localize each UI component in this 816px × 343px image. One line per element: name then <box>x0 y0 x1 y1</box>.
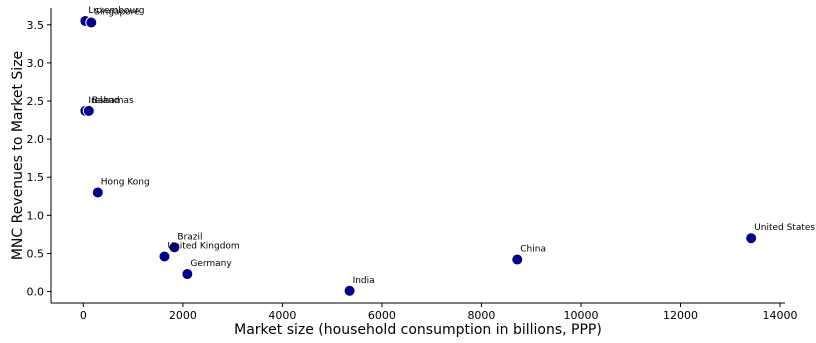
x-tick-label: 12000 <box>663 309 698 322</box>
x-tick-label: 4000 <box>268 309 296 322</box>
y-axis-ticks: 0.0 0.5 1.0 1.5 2.0 2.5 3.0 3.5 <box>27 19 51 299</box>
label-germany: Germany <box>190 259 232 269</box>
label-china: China <box>520 245 546 255</box>
label-hong-kong: Hong Kong <box>101 177 150 187</box>
y-axis-title: MNC Revenues to Market Size <box>10 51 26 260</box>
y-tick-label: 0.0 <box>27 286 45 299</box>
point-united-states <box>745 232 758 245</box>
label-luxembourg: Luxembourg <box>88 6 144 16</box>
point-china <box>511 253 524 266</box>
y-tick-label: 2.5 <box>27 95 45 108</box>
point-united-kingdom <box>158 250 171 263</box>
y-tick-label: 2.0 <box>27 133 45 146</box>
point-brazil <box>168 241 181 254</box>
label-united-kingdom: United Kingdom <box>167 242 239 252</box>
x-axis-title: Market size (household consumption in bi… <box>234 322 602 338</box>
x-axis-ticks: 0 2000 4000 6000 8000 10000 12000 14000 <box>80 303 798 322</box>
data-points <box>79 14 758 297</box>
x-tick-label: 6000 <box>368 309 396 322</box>
point-singapore <box>85 16 98 29</box>
label-singapore: Singapore <box>94 7 140 17</box>
label-ireland: Ireland <box>88 96 119 106</box>
point-india <box>343 284 356 297</box>
y-tick-label: 1.0 <box>27 209 45 222</box>
y-tick-label: 0.5 <box>27 247 45 260</box>
point-hong-kong <box>91 186 104 199</box>
y-tick-label: 1.5 <box>27 171 45 184</box>
y-tick-label: 3.5 <box>27 19 45 32</box>
label-bahamas: Bahamas <box>92 96 134 106</box>
label-united-states: United States <box>754 223 815 233</box>
label-india: India <box>353 276 375 286</box>
x-tick-label: 0 <box>80 309 87 322</box>
x-tick-label: 10000 <box>563 309 598 322</box>
x-tick-label: 2000 <box>169 309 197 322</box>
label-brazil: Brazil <box>177 232 202 242</box>
point-bahamas <box>82 104 95 117</box>
x-tick-label: 14000 <box>763 309 798 322</box>
x-tick-label: 8000 <box>467 309 495 322</box>
point-germany <box>181 268 194 281</box>
y-tick-label: 3.0 <box>27 57 45 70</box>
